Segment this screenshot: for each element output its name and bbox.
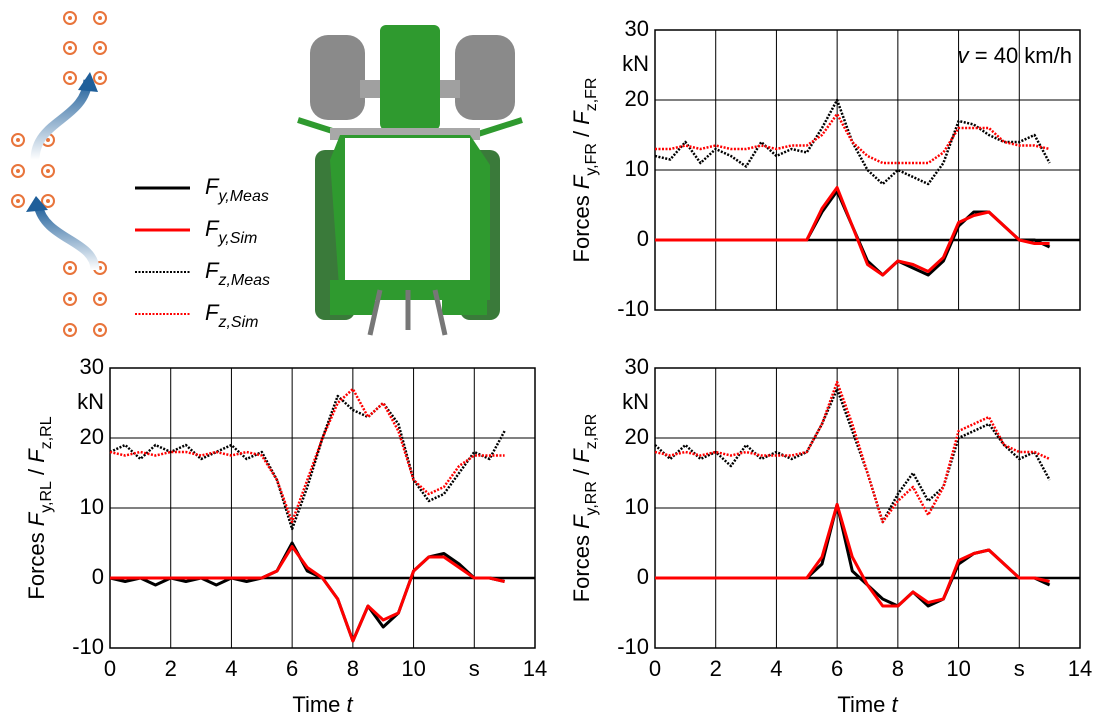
y-tick-label: -10 [617, 634, 649, 659]
y-tick-label: 10 [625, 156, 649, 181]
y-tick-label: 20 [80, 424, 104, 449]
x-tick-label: 14 [523, 656, 547, 681]
label-part: y,RL [38, 481, 55, 513]
label-part: Forces [569, 189, 594, 262]
legend-label: Fz,Meas [205, 258, 270, 289]
legend-subscript: z,Meas [217, 272, 270, 289]
annotation-part: = 40 km/h [969, 43, 1072, 68]
x-tick-label: 0 [104, 656, 116, 681]
legend-label: Fy,Sim [205, 216, 257, 247]
x-tick-label: 4 [225, 656, 237, 681]
label-part: F [569, 110, 594, 125]
y-tick-label: 30 [80, 354, 104, 379]
y-unit: kN [622, 51, 649, 76]
y-tick-label: -10 [617, 296, 649, 321]
label-part: F [24, 448, 49, 463]
series-line [654, 98, 1051, 186]
trajectory-icon [11, 11, 107, 337]
y-tick-label: 30 [625, 354, 649, 379]
series-line [109, 387, 505, 524]
label-part: t [892, 692, 899, 717]
tractor-illustration [297, 25, 523, 336]
annotation-part: v [958, 43, 971, 68]
legend-subscript: z,Sim [217, 314, 258, 331]
x-tick-label: s [1014, 656, 1025, 681]
series-line [655, 186, 1050, 277]
label-part: Forces [24, 526, 49, 599]
label-part: / [24, 463, 49, 481]
x-tick-label: 2 [165, 656, 177, 681]
legend-symbol: F [205, 216, 220, 241]
plot-frame [109, 367, 536, 649]
y-tick-label: 20 [625, 86, 649, 111]
label-part: z,FR [583, 78, 600, 112]
label-part: F [569, 448, 594, 463]
plot-frame [654, 367, 1081, 649]
x-tick-label: 8 [892, 656, 904, 681]
axis-label: Forces Fy,RL / Fz,RL [24, 416, 55, 599]
x-tick-label: 10 [401, 656, 425, 681]
x-tick-label: s [469, 656, 480, 681]
y-unit: kN [77, 389, 104, 414]
label-part: Time [837, 692, 891, 717]
series-line [655, 189, 1051, 277]
series-line [110, 545, 505, 643]
x-tick-label: 14 [1068, 656, 1092, 681]
axis-label: Time t [837, 692, 898, 717]
x-tick-label: 0 [649, 656, 661, 681]
label-part: / [569, 125, 594, 143]
label-part: Time [292, 692, 346, 717]
series-line [655, 112, 1050, 165]
y-tick-label: -10 [72, 634, 104, 659]
legend-subscript: y,Sim [217, 230, 257, 247]
label-part: Forces [569, 529, 594, 602]
label-part: t [347, 692, 354, 717]
x-tick-label: 2 [710, 656, 722, 681]
series-line [655, 503, 1050, 608]
legend-symbol: F [205, 258, 220, 283]
series-line [654, 380, 1051, 524]
y-tick-label: 10 [625, 494, 649, 519]
legend-label: Fy,Meas [205, 174, 269, 205]
axis-label: Forces Fy,FR / Fz,FR [569, 78, 600, 263]
y-tick-label: 20 [625, 424, 649, 449]
y-tick-label: 0 [637, 226, 649, 251]
x-tick-label: 10 [946, 656, 970, 681]
plot-frame [654, 29, 1081, 311]
series-line [109, 394, 506, 531]
y-unit: kN [622, 389, 649, 414]
label-part: z,RR [583, 414, 600, 450]
y-tick-label: 0 [92, 564, 104, 589]
legend-label: Fz,Sim [205, 300, 258, 331]
label-part: / [569, 463, 594, 481]
legend-symbol: F [205, 300, 220, 325]
axis-label: Forces Fy,RR / Fz,RR [569, 414, 600, 603]
legend-subscript: y,Meas [217, 188, 268, 205]
annotation: v = 40 km/h [958, 43, 1072, 68]
y-tick-label: 10 [80, 494, 104, 519]
y-tick-label: 30 [625, 16, 649, 41]
legend-symbol: F [205, 174, 220, 199]
label-part: F [569, 174, 594, 189]
y-tick-label: 0 [637, 564, 649, 589]
label-part: z,RL [38, 416, 55, 449]
x-tick-label: 6 [831, 656, 843, 681]
label-part: F [569, 514, 594, 529]
series-line [654, 387, 1051, 524]
label-part: y,RR [583, 481, 600, 515]
label-part: y,FR [583, 143, 600, 176]
x-tick-label: 8 [347, 656, 359, 681]
axis-label: Time t [292, 692, 353, 717]
x-tick-label: 6 [286, 656, 298, 681]
x-tick-label: 4 [770, 656, 782, 681]
label-part: F [24, 511, 49, 526]
